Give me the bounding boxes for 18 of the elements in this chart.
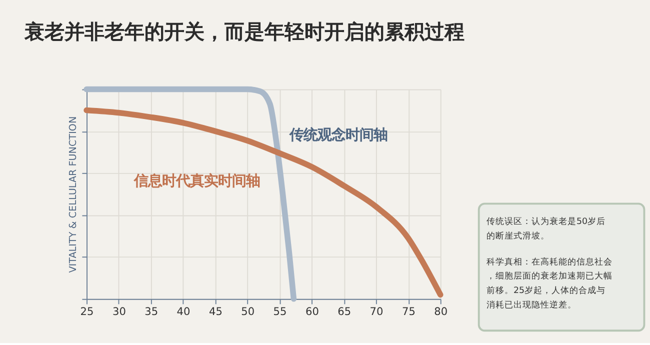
x-tick-label: 80 [434,306,448,318]
series-label: 信息时代真实时间轴 [133,172,260,190]
x-tick-label: 55 [273,306,287,318]
x-tick-label: 35 [144,306,158,318]
x-tick-label: 70 [370,306,384,318]
x-tick-label: 25 [80,306,94,318]
series-label: 传统观念时间轴 [288,126,388,144]
y-axis-title: VITALITY & CELLULAR FUNCTION [68,116,79,273]
x-tick-label: 40 [176,306,191,318]
x-tick-label: 50 [241,306,255,318]
chart-title: 衰老并非老年的开关，而是年轻时开启的累积过程 [24,19,465,44]
x-tick-label: 60 [305,306,320,318]
text: 科学真相：在高耗能的信息社会，细胞层面的衰老加速期已大幅前移。25岁起，人体的合成与消耗已出现隐性逆差。 [486,256,613,311]
text: 传统误区：认为衰老是50岁后的断崖式滑坡。 [486,216,606,242]
x-tick-label: 75 [402,306,416,318]
x-tick-label: 45 [208,306,222,318]
x-tick-label: 65 [338,306,352,318]
x-tick-label: 30 [112,306,126,318]
